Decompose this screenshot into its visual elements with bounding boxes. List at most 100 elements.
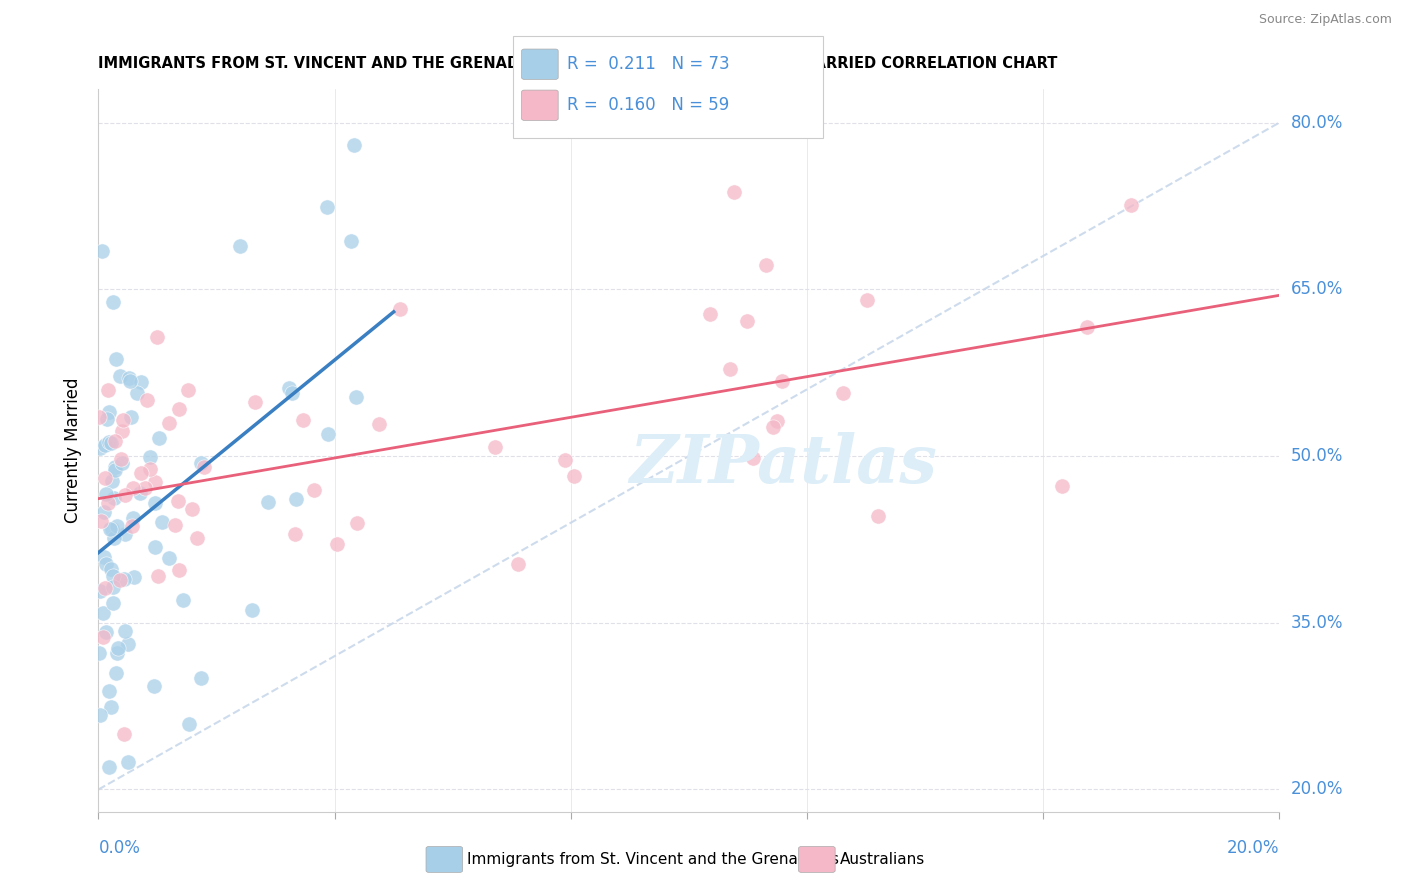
Point: [114, 527, 136, 541]
Point: [122, 570, 145, 584]
Point: [146, 568, 169, 582]
Point: [146, 329, 169, 343]
Point: [90, 514, 112, 528]
Point: [699, 308, 721, 322]
Point: [104, 463, 127, 477]
Point: [91, 606, 114, 620]
Point: [368, 417, 391, 432]
Point: [292, 413, 315, 427]
Point: [190, 671, 212, 685]
Point: [302, 483, 325, 498]
Point: [484, 440, 506, 454]
Point: [554, 452, 576, 467]
Point: [157, 551, 180, 566]
Point: [165, 518, 187, 533]
Point: [831, 386, 853, 401]
Point: [1076, 319, 1098, 334]
Point: [134, 481, 156, 495]
Point: [770, 374, 793, 388]
Point: [97, 434, 120, 449]
Point: [108, 369, 131, 384]
Point: [98, 760, 121, 774]
Point: [118, 371, 141, 385]
Point: [100, 700, 122, 714]
Point: [98, 405, 121, 419]
Point: [101, 580, 124, 594]
Point: [100, 436, 122, 450]
Point: [93, 505, 115, 519]
Point: [117, 637, 139, 651]
Text: Immigrants from St. Vincent and the Grenadines: Immigrants from St. Vincent and the Gren…: [467, 853, 839, 867]
Point: [108, 573, 131, 587]
Point: [388, 302, 411, 317]
Point: [98, 684, 121, 698]
Point: [315, 200, 337, 214]
Point: [278, 381, 301, 395]
Point: [139, 462, 162, 476]
Point: [101, 294, 124, 309]
Point: [105, 519, 128, 533]
Point: [94, 581, 117, 595]
Point: [111, 424, 134, 438]
Point: [89, 442, 111, 456]
Point: [101, 474, 124, 488]
Point: [150, 515, 173, 529]
Point: [167, 402, 190, 417]
Text: 65.0%: 65.0%: [1291, 280, 1343, 298]
Point: [228, 239, 250, 253]
Point: [120, 410, 142, 425]
Point: [122, 481, 145, 495]
Point: [94, 487, 117, 501]
Point: [101, 596, 124, 610]
Point: [114, 488, 136, 502]
Point: [136, 392, 159, 407]
Text: 80.0%: 80.0%: [1291, 113, 1343, 131]
Point: [173, 593, 195, 607]
Point: [122, 511, 145, 525]
Point: [1119, 198, 1142, 212]
Text: IMMIGRANTS FROM ST. VINCENT AND THE GRENADINES VS AUSTRALIAN CURRENTLY MARRIED C: IMMIGRANTS FROM ST. VINCENT AND THE GREN…: [98, 56, 1057, 71]
Point: [243, 394, 266, 409]
Text: 20.0%: 20.0%: [1291, 780, 1343, 798]
Text: 20.0%: 20.0%: [1227, 839, 1279, 857]
Point: [87, 646, 110, 660]
Text: R =  0.160   N = 59: R = 0.160 N = 59: [567, 96, 728, 114]
Point: [508, 557, 530, 571]
Point: [89, 410, 111, 425]
Point: [723, 186, 745, 200]
Point: [326, 536, 349, 550]
Point: [143, 495, 166, 509]
Point: [97, 383, 120, 397]
Point: [89, 583, 111, 598]
Point: [343, 137, 366, 152]
Point: [284, 491, 307, 506]
Point: [104, 352, 127, 367]
Point: [103, 491, 125, 505]
Point: [562, 468, 585, 483]
Point: [94, 624, 117, 639]
Text: Australians: Australians: [839, 853, 925, 867]
Point: [104, 666, 127, 681]
Point: [89, 708, 111, 723]
Point: [100, 561, 122, 575]
Point: [105, 647, 128, 661]
Point: [755, 258, 778, 272]
Point: [100, 522, 122, 536]
Point: [181, 501, 204, 516]
Point: [193, 460, 215, 475]
Point: [742, 451, 765, 466]
Point: [186, 532, 208, 546]
Point: [177, 717, 200, 731]
Point: [93, 438, 115, 452]
Point: [112, 727, 135, 741]
Point: [257, 495, 280, 509]
Point: [346, 516, 368, 531]
Text: ZIPatlas: ZIPatlas: [630, 433, 938, 498]
Point: [107, 640, 129, 655]
Point: [159, 417, 181, 431]
Point: [114, 624, 136, 639]
Point: [139, 450, 162, 464]
Text: R =  0.211   N = 73: R = 0.211 N = 73: [567, 55, 730, 73]
Point: [856, 293, 879, 307]
Text: 35.0%: 35.0%: [1291, 614, 1343, 632]
